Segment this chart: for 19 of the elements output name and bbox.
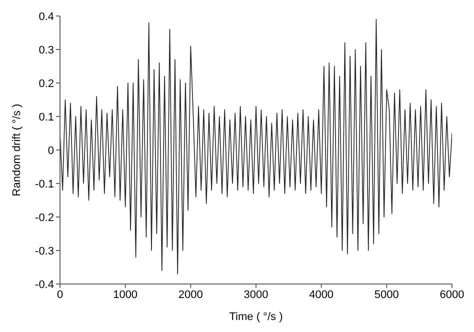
x-tick-label: 5000 (374, 288, 399, 301)
x-axis-title: Time ( °/s ) (229, 311, 283, 323)
y-tick-label: -0.4 (35, 278, 54, 291)
y-tick-label: -0.3 (35, 245, 54, 258)
y-axis-title: Random drift ( °/s ) (10, 104, 23, 196)
line-series (60, 18, 452, 274)
x-tick-label: 0 (56, 288, 64, 301)
y-tick-label: 0.2 (38, 78, 54, 90)
y-tick-label: 0.4 (38, 10, 54, 23)
x-tick-label: 4000 (309, 288, 334, 301)
y-tick-label: -0.1 (35, 178, 54, 190)
x-tick-label: 1000 (113, 288, 138, 301)
y-tick-label: -0.2 (35, 212, 54, 224)
y-tick-label: 0.3 (38, 44, 54, 56)
x-tick-label: 6000 (440, 288, 464, 301)
x-tick-label: 2000 (178, 288, 203, 301)
x-tick-label: 3000 (244, 288, 268, 301)
y-tick-label: 0.1 (38, 111, 54, 124)
y-tick-label: 0 (48, 144, 54, 157)
